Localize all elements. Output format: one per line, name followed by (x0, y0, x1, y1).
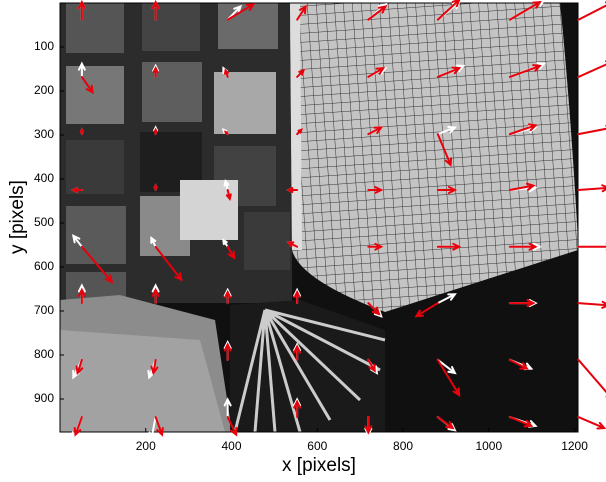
arrow (226, 132, 228, 134)
chart: x [pixels] y [pixels] 200 400 600 800 1000 12… (0, 0, 606, 477)
y-tick-label: 900 (34, 391, 54, 405)
arrow (155, 186, 157, 190)
arrow (578, 2, 606, 20)
y-axis-label: y [pixels] (7, 180, 28, 254)
y-tick-label: 300 (34, 127, 54, 141)
x-tick-label: 600 (307, 439, 327, 453)
arrow (81, 130, 83, 134)
arrow (578, 244, 606, 250)
x-tick-label: 1200 (561, 439, 588, 453)
y-tick-label: 500 (34, 215, 54, 229)
arrow (578, 302, 606, 308)
y-tick-label: 800 (34, 347, 54, 361)
background-image (60, 3, 578, 432)
arrow (578, 185, 606, 191)
x-tick-label: 200 (136, 439, 156, 453)
x-tick-label: 400 (222, 439, 242, 453)
arrow (155, 130, 157, 134)
y-tick-label: 100 (34, 39, 54, 53)
x-tick-label: 1000 (475, 439, 502, 453)
arrow (578, 61, 606, 77)
y-tick-label: 700 (34, 303, 54, 317)
x-axis-label: x [pixels] (282, 455, 356, 476)
x-tick-label: 800 (393, 439, 413, 453)
y-tick-label: 200 (34, 83, 54, 97)
arrow (578, 417, 604, 428)
y-tick-label: 600 (34, 259, 54, 273)
y-tick-label: 400 (34, 171, 54, 185)
